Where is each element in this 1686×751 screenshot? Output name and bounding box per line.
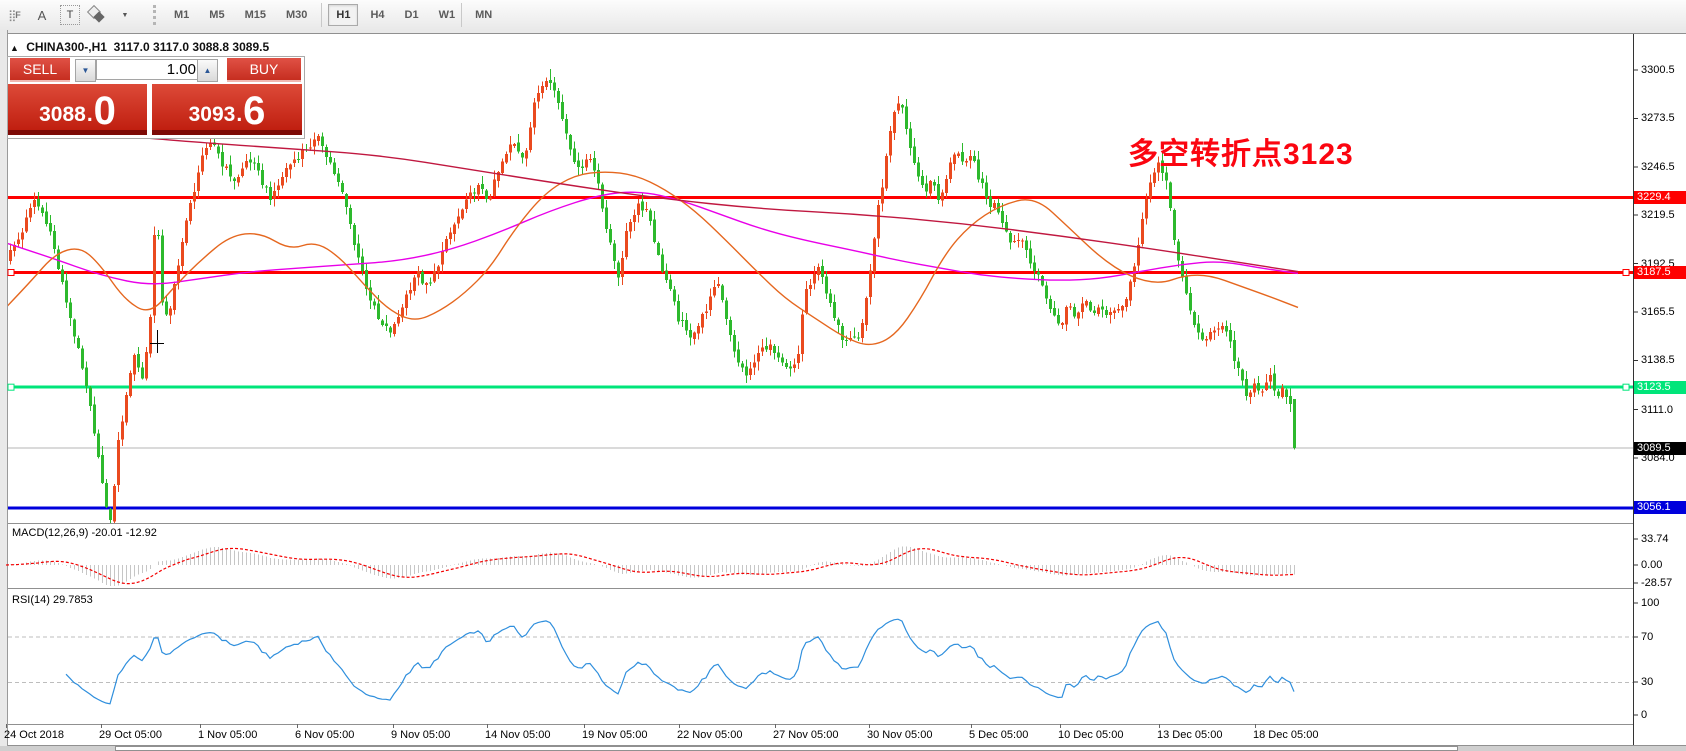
timeframe-group: M1 M5 M15 M30 H1 H4 D1 W1 MN (164, 3, 502, 27)
toolbar-gap (0, 30, 1686, 34)
buy-price-pips: 6 (243, 89, 266, 133)
macd-scale-label: 0.00 (1641, 559, 1663, 571)
volume-input[interactable]: 1.00 (96, 59, 202, 80)
current-price-box: 3089.5 (1634, 441, 1686, 455)
macd-indicator-label: MACD(12,26,9) -20.01 -12.92 (12, 527, 157, 539)
collapse-triangle-icon[interactable]: ▲ (10, 43, 19, 53)
sell-price-box[interactable]: 3088 . 0 (8, 84, 147, 135)
level-price-box-3187.5: 3187.5 (1634, 265, 1686, 279)
timeframe-MN[interactable]: MN (475, 9, 493, 21)
level-price-box-3123.5: 3123.5 (1634, 380, 1686, 394)
rsi-line (65, 618, 1295, 705)
one-click-trading-panel: SELL ▼ 1.00 ▲ BUY 3088 . 0 3093 . 6 (7, 56, 305, 139)
timeframe-M30[interactable]: M30 (285, 9, 308, 21)
buy-price-int: 3093 (188, 103, 236, 126)
sell-button[interactable]: SELL (10, 58, 70, 82)
timeframe-H4[interactable]: H4 (370, 9, 385, 21)
chart-header: ▲ CHINA300-,H1 3117.0 3117.0 3088.8 3089… (10, 40, 269, 54)
price-tick-label: 3273.5 (1641, 112, 1675, 125)
level-price-box-3056.1: 3056.1 (1634, 501, 1686, 515)
price-tick-label: 3165.5 (1641, 305, 1675, 318)
moving-averages (6, 134, 1299, 346)
macd-signal-line (5, 547, 1295, 585)
grid-glyph: ⣿ (8, 9, 16, 22)
buy-button[interactable]: BUY (227, 58, 301, 82)
timeframe-D1[interactable]: D1 (404, 9, 419, 21)
time-axis-label: 27 Nov 05:00 (773, 729, 839, 741)
hline-handle[interactable] (7, 268, 15, 276)
grid-tool-icon[interactable]: ⣿ F (3, 4, 25, 26)
text-label-tool-icon[interactable]: A (37, 7, 47, 23)
price-tick-label: 3300.5 (1641, 64, 1675, 76)
sell-price-dot: . (86, 103, 93, 126)
time-axis-label: 18 Dec 05:00 (1253, 729, 1319, 741)
toolbar-separator (461, 3, 462, 27)
sell-price-pips: 0 (93, 89, 116, 133)
volume-increase-button[interactable]: ▲ (197, 59, 218, 82)
rsi-scale-label: 100 (1641, 597, 1660, 609)
macd-scale-label: 33.74 (1641, 533, 1669, 545)
time-axis-label: 30 Nov 05:00 (867, 729, 933, 741)
ma-orange-line[interactable] (6, 171, 1299, 346)
panel-borders (8, 33, 1686, 746)
macd-scale-label: -28.57 (1641, 577, 1673, 589)
time-axis-label: 29 Oct 05:00 (99, 729, 162, 741)
grid-glyph-sub: F (15, 10, 20, 20)
timeframe-M5[interactable]: M5 (209, 9, 225, 21)
time-axis-label: 10 Dec 05:00 (1058, 729, 1124, 741)
text-box-tool-icon[interactable]: T (59, 4, 81, 26)
timeframe-separator (321, 3, 323, 27)
rsi-indicator-label: RSI(14) 29.7853 (12, 594, 93, 606)
time-axis-label: 1 Nov 05:00 (198, 729, 258, 741)
buy-price-dot: . (236, 103, 243, 126)
shapes-dropdown-icon[interactable]: ▼ (121, 11, 129, 19)
sell-price-int: 3088 (39, 103, 86, 126)
macd-histogram (10, 546, 1295, 586)
trendline-crimson[interactable] (114, 134, 1299, 273)
level-price-box-3229.4: 3229.4 (1634, 190, 1686, 204)
time-axis-label: 6 Nov 05:00 (295, 729, 355, 741)
time-axis-label: 9 Nov 05:00 (391, 729, 451, 741)
volume-decrease-button[interactable]: ▼ (75, 59, 96, 82)
toolbar: ⣿ F A T ▼ M1 M5 M15 M30 H1 H4 D1 W1 MN (0, 0, 1686, 31)
price-tick-label: 3219.5 (1641, 209, 1675, 222)
timeframe-H1[interactable]: H1 (328, 4, 359, 26)
time-axis-label: 13 Dec 05:00 (1157, 729, 1223, 741)
symbol-title: CHINA300-,H1 (26, 40, 107, 54)
rsi-scale-label: 70 (1641, 631, 1654, 643)
time-axis-label: 5 Dec 05:00 (969, 729, 1029, 741)
toolbar-drag-handle[interactable] (153, 5, 156, 25)
time-axis-label: 19 Nov 05:00 (582, 729, 648, 741)
price-tick-label: 3138.5 (1641, 354, 1675, 367)
price-tick-label: 3084.0 (1641, 451, 1675, 464)
cross-marker[interactable] (150, 330, 164, 353)
timeframe-W1[interactable]: W1 (438, 9, 456, 21)
text-box-glyph: T (60, 5, 80, 25)
hline-handle[interactable] (7, 383, 15, 391)
order-row: SELL ▼ 1.00 ▲ BUY (8, 57, 304, 82)
timeframe-M1[interactable]: M1 (174, 9, 190, 21)
rsi-scale-label: 0 (1641, 709, 1648, 721)
time-axis-label: 24 Oct 2018 (4, 729, 64, 741)
time-axis-label: 22 Nov 05:00 (677, 729, 743, 741)
rsi-scale-label: 30 (1641, 676, 1654, 688)
time-axis-label: 14 Nov 05:00 (485, 729, 551, 741)
ma-magenta-line[interactable] (6, 191, 1299, 285)
hline-handle[interactable] (1622, 383, 1630, 391)
chart-text-annotation[interactable]: 多空转折点3123 (1128, 138, 1354, 171)
price-tick-label: 3246.5 (1641, 160, 1675, 173)
hline-handle[interactable] (1622, 268, 1630, 276)
buy-price-box[interactable]: 3093 . 6 (152, 84, 302, 135)
ohlc-readout: 3117.0 3117.0 3088.8 3089.5 (113, 40, 270, 54)
timeframe-M15[interactable]: M15 (244, 9, 266, 21)
price-tick-label: 3111.0 (1641, 403, 1674, 416)
